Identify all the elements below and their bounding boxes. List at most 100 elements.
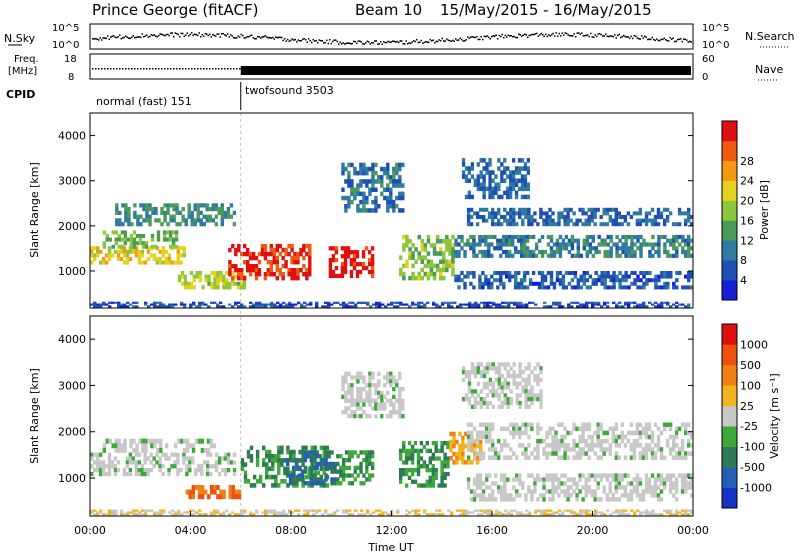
range-gate-cell: [426, 301, 430, 304]
range-gate-cell: [90, 253, 94, 258]
range-gate-cell: [611, 207, 615, 212]
range-gate-cell: [448, 251, 452, 256]
range-gate-cell: [578, 473, 582, 478]
range-gate-cell: [237, 489, 242, 495]
nsky-point: [314, 40, 316, 42]
nsky-point: [683, 38, 685, 41]
range-gate-cell: [572, 426, 576, 432]
range-gate-cell: [219, 494, 223, 500]
range-gate-cell: [647, 485, 652, 490]
nsky-point: [681, 40, 683, 43]
range-gate-cell: [308, 264, 312, 269]
scatter-region-6: [399, 234, 455, 281]
range-gate-cell: [447, 305, 451, 308]
range-gate-cell: [399, 301, 403, 304]
range-gate-cell: [359, 375, 363, 380]
nsky-point: [444, 40, 446, 42]
freq-point: [167, 68, 169, 70]
nsky-point: [210, 36, 212, 38]
range-gate-cell: [353, 469, 357, 474]
nsky-point: [567, 34, 569, 36]
range-gate-cell: [255, 449, 260, 455]
range-gate-cell: [590, 438, 594, 444]
nsky-point: [341, 43, 343, 45]
range-gate-cell: [366, 509, 370, 512]
range-gate-cell: [573, 253, 578, 258]
range-gate-cell: [466, 447, 471, 452]
range-gate-cell: [136, 214, 140, 219]
range-gate-cell: [627, 303, 631, 306]
range-gate-cell: [150, 237, 155, 242]
nsky-point: [533, 33, 535, 36]
range-gate-cell: [520, 178, 525, 183]
range-gate-cell: [111, 244, 115, 249]
range-gate-cell: [524, 397, 528, 402]
colorbar-tick-label: 20: [740, 195, 754, 208]
range-gate-cell: [446, 471, 450, 477]
range-gate-cell: [270, 301, 274, 304]
range-gate-cell: [402, 234, 406, 240]
range-gate-cell: [488, 211, 492, 216]
range-gate-cell: [672, 513, 676, 516]
range-gate-cell: [593, 443, 597, 448]
nsky-point: [662, 38, 664, 41]
range-gate-cell: [539, 389, 543, 394]
range-gate-cell: [416, 464, 421, 469]
range-gate-cell: [349, 273, 354, 279]
range-gate-cell: [614, 222, 618, 227]
range-gate-cell: [470, 460, 474, 465]
nsky-point: [419, 41, 421, 43]
range-gate-cell: [573, 271, 578, 275]
range-gate-cell: [512, 381, 516, 386]
range-gate-cell: [576, 285, 580, 290]
range-gate-cell: [182, 460, 186, 465]
range-gate-cell: [623, 215, 628, 219]
range-gate-cell: [315, 305, 319, 308]
range-gate-cell: [603, 278, 607, 283]
range-gate-cell: [213, 274, 217, 279]
range-gate-cell: [196, 207, 200, 212]
range-gate-cell: [365, 170, 369, 176]
range-gate-cell: [460, 238, 464, 243]
range-gate-cell: [497, 182, 501, 187]
nsky-point: [416, 39, 418, 41]
range-gate-cell: [432, 301, 436, 304]
range-gate-cell: [128, 452, 133, 457]
range-gate-cell: [140, 253, 145, 258]
range-gate-cell: [286, 445, 290, 451]
range-gate-cell: [248, 264, 253, 269]
nsky-point: [426, 41, 428, 43]
range-gate-cell: [127, 210, 131, 215]
nsky-point: [237, 35, 239, 37]
range-gate-cell: [441, 303, 445, 306]
range-gate-cell: [620, 485, 624, 490]
nsky-point: [320, 39, 322, 42]
range-gate-cell: [377, 383, 381, 388]
range-gate-cell: [414, 275, 418, 281]
range-gate-cell: [272, 251, 276, 257]
range-gate-cell: [650, 447, 655, 452]
range-gate-cell: [113, 464, 118, 469]
range-gate-cell: [543, 301, 547, 304]
range-gate-cell: [234, 274, 238, 279]
range-gate-cell: [514, 285, 518, 290]
range-gate-cell: [543, 511, 547, 514]
range-gate-cell: [466, 274, 470, 279]
range-gate-cell: [494, 366, 498, 371]
range-gate-cell: [324, 509, 328, 512]
range-gate-cell: [213, 513, 217, 516]
range-gate-cell: [472, 246, 476, 251]
range-gate-cell: [117, 305, 121, 308]
range-gate-cell: [374, 170, 378, 176]
range-gate-cell: [674, 477, 679, 482]
range-gate-cell: [252, 474, 257, 480]
range-gate-cell: [267, 509, 271, 512]
range-gate-cell: [151, 210, 155, 215]
range-gate-cell: [461, 439, 465, 445]
range-gate-cell: [306, 481, 311, 486]
range-gate-cell: [537, 249, 542, 255]
range-gate-cell: [533, 447, 537, 452]
range-gate-cell: [343, 254, 348, 259]
range-gate-cell: [540, 285, 545, 290]
range-gate-cell: [309, 477, 313, 482]
